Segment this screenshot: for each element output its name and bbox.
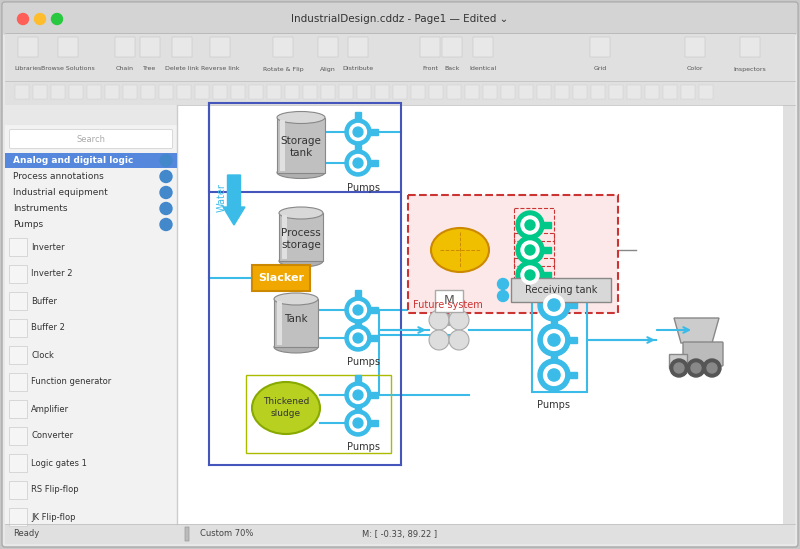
Circle shape xyxy=(544,365,565,385)
Text: Search: Search xyxy=(77,135,106,143)
Circle shape xyxy=(350,301,366,318)
Circle shape xyxy=(34,14,46,25)
Bar xyxy=(511,278,611,302)
Circle shape xyxy=(353,333,363,343)
Bar xyxy=(172,37,192,57)
Text: Pumps: Pumps xyxy=(346,183,379,193)
Bar xyxy=(105,85,119,99)
Bar xyxy=(355,290,361,298)
Circle shape xyxy=(538,324,570,356)
Text: Front: Front xyxy=(422,66,438,71)
Text: Amplifier: Amplifier xyxy=(31,405,69,413)
Bar xyxy=(282,215,287,259)
Bar xyxy=(58,37,78,57)
FancyArrow shape xyxy=(223,175,245,225)
Circle shape xyxy=(548,299,560,311)
Bar xyxy=(543,222,551,228)
Bar xyxy=(210,37,230,57)
Circle shape xyxy=(429,310,449,330)
Circle shape xyxy=(429,330,449,350)
Circle shape xyxy=(707,363,717,373)
Text: Function generator: Function generator xyxy=(31,378,111,386)
Ellipse shape xyxy=(277,166,325,178)
Bar xyxy=(178,105,783,524)
Bar xyxy=(408,195,618,313)
Bar xyxy=(273,37,293,57)
Ellipse shape xyxy=(277,111,325,124)
Circle shape xyxy=(345,325,371,351)
Circle shape xyxy=(498,290,509,301)
Text: RS Flip-flop: RS Flip-flop xyxy=(31,485,78,495)
Bar xyxy=(551,282,557,290)
Bar xyxy=(9,454,27,472)
Circle shape xyxy=(353,158,363,168)
Circle shape xyxy=(525,245,535,255)
Bar xyxy=(551,317,557,325)
Bar xyxy=(267,85,281,99)
Bar xyxy=(318,37,338,57)
Bar xyxy=(783,105,795,524)
Bar xyxy=(370,129,378,135)
Bar xyxy=(339,85,353,99)
Bar xyxy=(699,85,713,99)
Bar xyxy=(355,318,361,326)
Bar xyxy=(9,400,27,418)
Bar xyxy=(277,117,325,172)
Circle shape xyxy=(160,203,172,215)
Bar xyxy=(370,392,378,398)
Text: Buffer 2: Buffer 2 xyxy=(31,323,65,333)
Text: Analog and digital logic: Analog and digital logic xyxy=(13,156,134,165)
Circle shape xyxy=(350,414,366,432)
Ellipse shape xyxy=(274,341,318,353)
Text: Industrial equipment: Industrial equipment xyxy=(13,188,108,197)
Bar xyxy=(140,37,160,57)
Text: Distribute: Distribute xyxy=(342,66,374,71)
Circle shape xyxy=(498,278,509,289)
Ellipse shape xyxy=(279,207,323,219)
Bar xyxy=(177,85,191,99)
Circle shape xyxy=(516,261,544,289)
Bar xyxy=(543,247,551,253)
Circle shape xyxy=(350,329,366,346)
Bar xyxy=(285,85,299,99)
Bar xyxy=(514,258,554,291)
Circle shape xyxy=(525,270,535,280)
Bar xyxy=(473,37,493,57)
Bar xyxy=(355,112,361,120)
Bar xyxy=(532,284,587,392)
Text: Tank: Tank xyxy=(284,314,308,324)
Ellipse shape xyxy=(252,382,320,434)
Bar xyxy=(519,85,533,99)
Bar xyxy=(514,233,554,266)
Circle shape xyxy=(670,359,688,377)
Bar xyxy=(252,265,310,291)
Bar xyxy=(159,85,173,99)
Bar xyxy=(303,85,317,99)
Bar xyxy=(279,213,323,261)
Bar xyxy=(5,524,795,544)
Text: Color: Color xyxy=(686,66,703,71)
Text: storage: storage xyxy=(281,240,321,250)
Circle shape xyxy=(544,329,565,350)
Circle shape xyxy=(350,386,366,404)
Bar xyxy=(9,346,27,364)
Text: Storage: Storage xyxy=(281,136,322,146)
Bar xyxy=(375,85,389,99)
Text: Align: Align xyxy=(320,66,336,71)
Bar xyxy=(5,33,795,81)
Text: Logic gates 1: Logic gates 1 xyxy=(31,458,87,468)
Bar xyxy=(514,208,554,241)
Bar xyxy=(569,337,577,343)
Text: Custom 70%: Custom 70% xyxy=(200,529,254,539)
Circle shape xyxy=(538,359,570,391)
Circle shape xyxy=(160,171,172,182)
Bar xyxy=(246,375,391,453)
Bar xyxy=(5,105,177,524)
Circle shape xyxy=(521,266,539,284)
Text: Pumps: Pumps xyxy=(13,220,43,229)
Circle shape xyxy=(521,216,539,234)
Text: Converter: Converter xyxy=(31,432,73,440)
Bar xyxy=(370,307,378,313)
Circle shape xyxy=(345,410,371,436)
